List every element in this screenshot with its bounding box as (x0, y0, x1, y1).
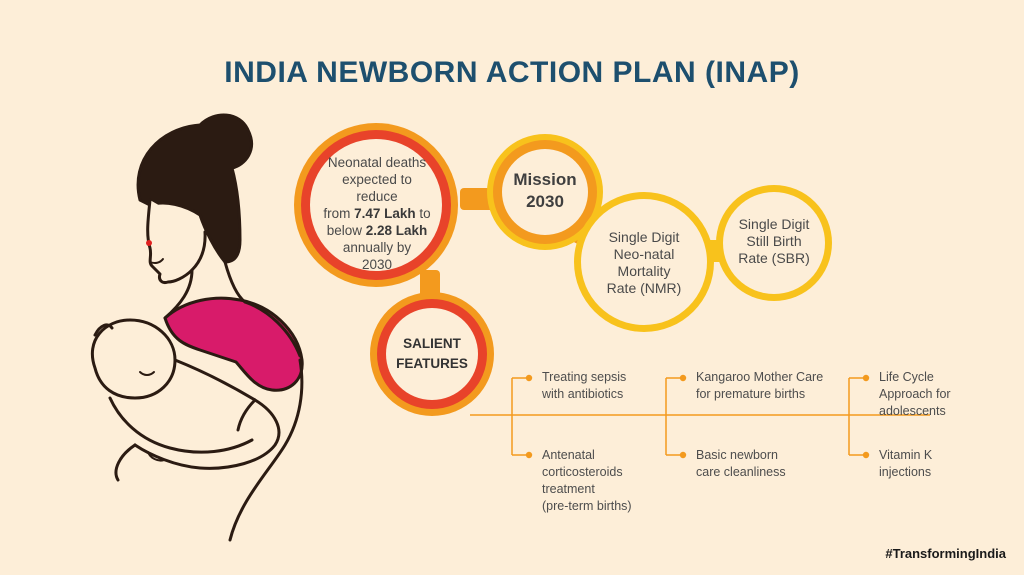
feature-vitamin-k: Vitamin K injections (879, 447, 932, 481)
neonatal-line-5: annually by (342, 240, 412, 255)
sbr-text: Single Digit Still Birth Rate (SBR) (724, 216, 824, 267)
feature-line: Approach for (879, 387, 951, 401)
feature-line: (pre-term births) (542, 499, 632, 513)
nmr-line-3: Mortality (617, 263, 671, 279)
mission-line-1: Mission (513, 170, 577, 189)
sbr-line-3: Rate (SBR) (738, 250, 810, 266)
feature-antenatal: Antenatal corticosteroids treatment (pre… (542, 447, 632, 515)
feature-line: adolescents (879, 404, 946, 418)
feature-line: Vitamin K (879, 448, 933, 462)
feature-line: injections (879, 465, 932, 479)
neonatal-line-2: expected to reduce (342, 172, 412, 204)
feature-life-cycle: Life Cycle Approach for adolescents (879, 369, 951, 420)
neonatal-below-value: 2.28 Lakh (365, 223, 428, 238)
salient-circle (370, 292, 494, 416)
feature-line: Basic newborn (696, 448, 778, 462)
nmr-circle (574, 192, 714, 332)
nmr-line-2: Neo-natal (613, 246, 675, 262)
salient-features-label: SALIENT FEATURES (392, 334, 472, 374)
sbr-line-1: Single Digit (738, 216, 810, 232)
feature-dots (525, 374, 870, 459)
feature-line: Treating sepsis (542, 370, 627, 384)
feature-line: care cleanliness (696, 465, 786, 479)
salient-line-2: FEATURES (396, 356, 468, 371)
neonatal-from-suffix: to (415, 206, 431, 221)
feature-sepsis: Treating sepsis with antibiotics (542, 369, 626, 403)
neonatal-text: Neonatal deaths expected to reduce from … (322, 154, 432, 273)
mission-text: Mission 2030 (495, 169, 595, 213)
neonatal-line-1: Neonatal deaths (327, 155, 427, 170)
mission-line-2: 2030 (526, 192, 564, 211)
neonatal-below-prefix: below (326, 223, 366, 238)
hashtag: #TransformingIndia (885, 546, 1006, 561)
neonatal-from-prefix: from (323, 206, 355, 221)
nmr-text: Single Digit Neo-natal Mortality Rate (N… (589, 229, 699, 297)
neonatal-from-value: 7.47 Lakh (354, 206, 416, 221)
feature-line: with antibiotics (542, 387, 624, 401)
salient-line-1: SALIENT (403, 336, 461, 351)
neonatal-line-4: below 2.28 Lakh (322, 222, 432, 239)
feature-line: for premature births (696, 387, 806, 401)
feature-line: corticosteroids (542, 465, 623, 479)
sbr-circle (716, 185, 832, 301)
feature-line: Antenatal (542, 448, 595, 462)
page-title: INDIA NEWBORN ACTION PLAN (INAP) (224, 56, 800, 89)
feature-line: Kangaroo Mother Care (696, 370, 824, 384)
feature-line: treatment (542, 482, 595, 496)
mother-with-baby-illustration (90, 113, 304, 542)
feature-kangaroo: Kangaroo Mother Care for premature birth… (696, 369, 823, 403)
nmr-line-4: Rate (NMR) (606, 280, 682, 296)
neonatal-circle (294, 123, 458, 287)
feature-lines (470, 377, 930, 456)
nmr-line-1: Single Digit (608, 229, 680, 245)
neonatal-line-3: from 7.47 Lakh to (322, 205, 432, 222)
mission-circle (487, 134, 603, 250)
sbr-line-2: Still Birth (746, 233, 802, 249)
feature-newborn-care: Basic newborn care cleanliness (696, 447, 786, 481)
neonatal-line-6: 2030 (361, 257, 393, 272)
feature-line: Life Cycle (879, 370, 934, 384)
